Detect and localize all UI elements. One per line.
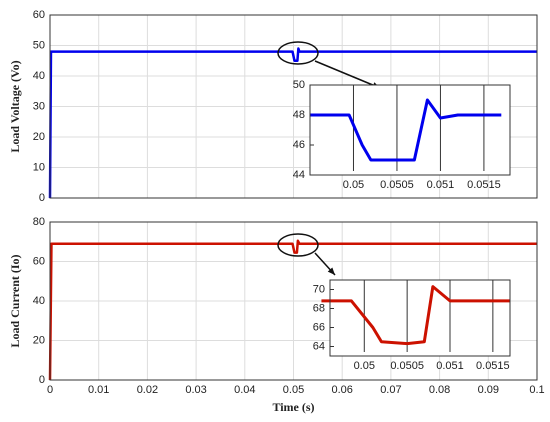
y-tick-label: 40 (33, 70, 45, 82)
x-tick-label: 0.0515 (467, 179, 501, 191)
zoom-arrow (314, 60, 381, 89)
y-tick-label: 40 (33, 295, 45, 307)
y-tick-label: 48 (293, 109, 305, 121)
data-line (48, 239, 537, 381)
y-tick-label: 20 (33, 334, 45, 346)
y-tick-label: 70 (313, 283, 325, 295)
y-tick-label: 64 (313, 340, 325, 352)
x-tick-label: 0.04 (234, 384, 255, 396)
x-tick-label: 0.0515 (476, 360, 510, 372)
x-tick-label: 0.03 (185, 384, 206, 396)
y-axis-label: Load Voltage (Vo) (8, 60, 22, 152)
inset-frame (329, 279, 511, 357)
y-axis-label: Load Current (Io) (8, 254, 22, 347)
data-line (48, 47, 537, 199)
y-tick-label: 46 (293, 139, 305, 151)
axes-border (309, 84, 511, 176)
zoom-ellipse (277, 41, 319, 65)
y-tick-label: 80 (33, 216, 45, 228)
x-tick-label: 0.05 (343, 179, 364, 191)
x-axis-label: Time (s) (272, 400, 314, 414)
y-tick-label: 60 (33, 9, 45, 21)
y-tick-label: 20 (33, 131, 45, 143)
y-tick-label: 50 (293, 79, 305, 91)
y-tick-label: 66 (313, 321, 325, 333)
x-tick-label: 0.02 (137, 384, 158, 396)
axes-border (329, 279, 511, 357)
x-tick-label: 0 (47, 384, 53, 396)
x-tick-label: 0.051 (436, 360, 464, 372)
y-tick-label: 0 (39, 374, 45, 386)
y-tick-label: 10 (33, 161, 45, 173)
data-line (310, 98, 502, 162)
x-tick-label: 0.0505 (390, 360, 424, 372)
x-tick-label: 0.1 (529, 384, 544, 396)
x-tick-label: 0.05 (283, 384, 304, 396)
x-tick-label: 0.06 (331, 384, 352, 396)
x-tick-label: 0.0505 (380, 179, 414, 191)
data-line (321, 285, 510, 346)
y-tick-label: 68 (313, 302, 325, 314)
y-tick-label: 50 (33, 39, 45, 51)
x-tick-label: 0.08 (429, 384, 450, 396)
axes-border (49, 221, 538, 381)
y-tick-label: 60 (33, 255, 45, 267)
zoom-ellipse (277, 233, 319, 257)
x-tick-label: 0.09 (478, 384, 499, 396)
x-tick-label: 0.07 (380, 384, 401, 396)
x-tick-label: 0.05 (354, 360, 375, 372)
y-tick-label: 0 (39, 192, 45, 204)
x-tick-label: 0.051 (427, 179, 455, 191)
arrow-head (327, 267, 335, 275)
x-tick-label: 0.01 (88, 384, 109, 396)
y-tick-label: 44 (293, 169, 305, 181)
axes-border (49, 14, 538, 199)
y-tick-label: 30 (33, 100, 45, 112)
